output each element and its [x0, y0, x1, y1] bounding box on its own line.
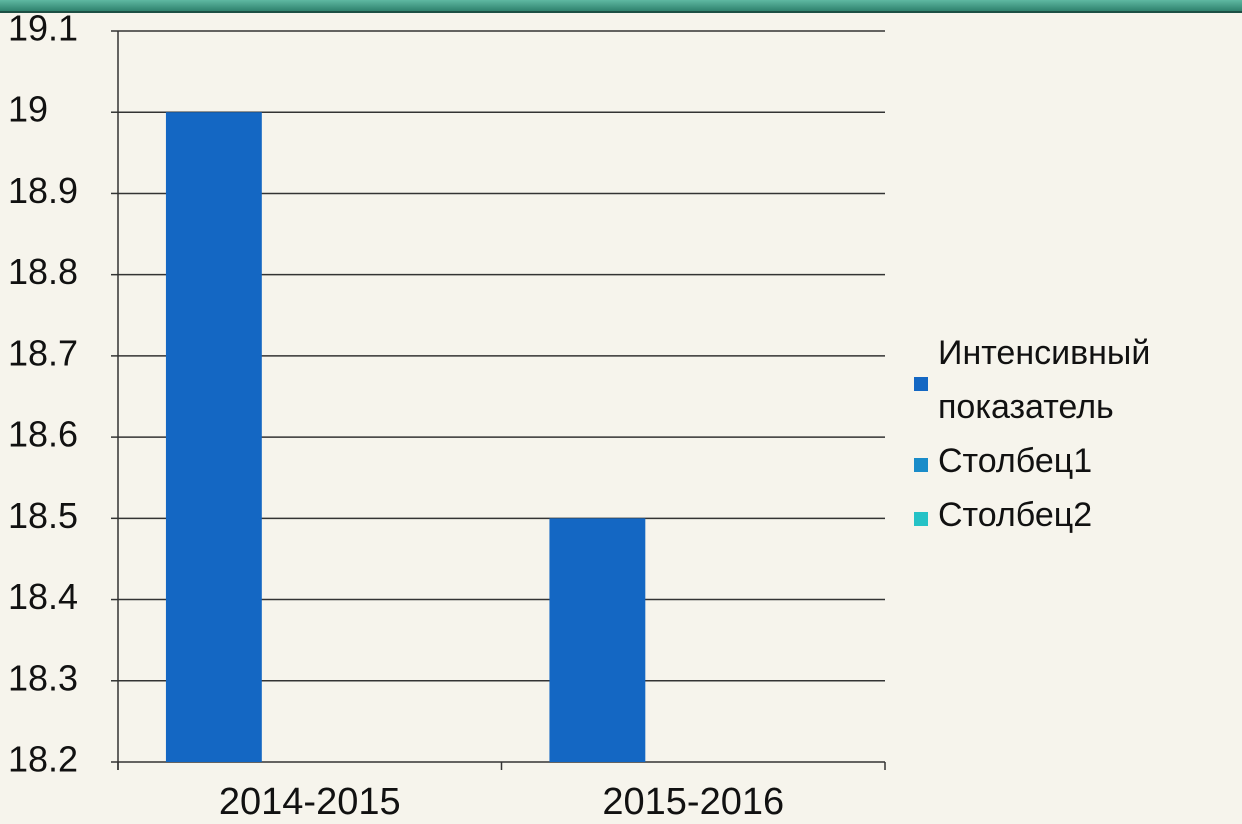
- legend-swatch: [914, 377, 928, 391]
- y-tick-label: 18.4: [8, 576, 78, 617]
- y-tick-label: 18.9: [8, 170, 78, 211]
- legend-label: Интенсивный показатель: [938, 334, 1151, 426]
- y-tick-label: 18.8: [8, 251, 78, 292]
- y-tick-label: 19: [8, 89, 48, 130]
- legend-label: Столбец1: [938, 442, 1093, 480]
- legend: Интенсивный показатель Столбец1 Столбец2: [914, 326, 1240, 542]
- top-bar: [0, 0, 1242, 12]
- y-tick-label: 18.7: [8, 332, 78, 373]
- y-tick-label: 19.1: [8, 8, 78, 49]
- x-tick-label: 2014-2015: [219, 781, 401, 823]
- legend-item: Интенсивный показатель: [914, 326, 1240, 434]
- legend-item: Столбец2: [914, 488, 1240, 542]
- y-tick-label: 18.2: [8, 739, 78, 780]
- y-tick-label: 18.5: [8, 495, 78, 536]
- legend-swatch: [914, 458, 928, 472]
- legend-item: Столбец1: [914, 434, 1240, 488]
- bar: [549, 518, 646, 762]
- legend-swatch: [914, 512, 928, 526]
- x-tick-label: 2015-2016: [602, 781, 784, 823]
- bar: [165, 112, 262, 762]
- y-tick-label: 18.3: [8, 657, 78, 698]
- y-tick-label: 18.6: [8, 414, 78, 455]
- legend-label: Столбец2: [938, 496, 1093, 534]
